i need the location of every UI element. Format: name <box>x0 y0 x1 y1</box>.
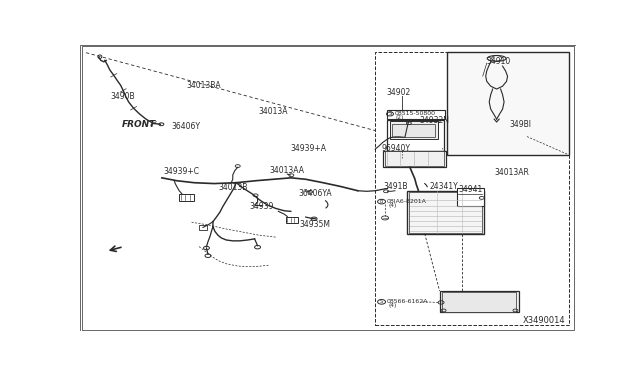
Text: 3490B: 3490B <box>111 92 136 101</box>
Text: 34932N: 34932N <box>420 116 450 125</box>
Text: 96940Y: 96940Y <box>381 144 410 153</box>
Text: 349BI: 349BI <box>509 120 531 129</box>
Text: 08IA6-8201A: 08IA6-8201A <box>387 199 426 204</box>
Text: 24341Y: 24341Y <box>429 182 458 191</box>
Bar <box>179 195 194 201</box>
Bar <box>457 188 484 206</box>
Bar <box>442 292 516 312</box>
Bar <box>199 225 207 230</box>
Bar <box>383 151 446 167</box>
Bar <box>390 121 438 139</box>
Text: (4): (4) <box>388 303 397 308</box>
Text: 34910: 34910 <box>486 57 511 66</box>
Ellipse shape <box>98 55 102 58</box>
Text: 34902: 34902 <box>387 88 411 97</box>
Bar <box>387 110 445 119</box>
Text: 34939+A: 34939+A <box>291 144 327 153</box>
Bar <box>392 124 435 137</box>
Text: FRONT: FRONT <box>122 120 156 129</box>
Text: 36406Y: 36406Y <box>172 122 201 131</box>
Text: 34939+C: 34939+C <box>163 167 199 176</box>
Bar <box>286 217 298 223</box>
Text: S: S <box>388 112 392 116</box>
Ellipse shape <box>487 55 506 61</box>
Text: 34941: 34941 <box>458 185 482 194</box>
Bar <box>440 291 519 312</box>
Text: 34013B: 34013B <box>219 183 248 192</box>
Text: 34935M: 34935M <box>300 220 331 229</box>
Text: (4): (4) <box>388 202 397 208</box>
Text: 34013AA: 34013AA <box>269 166 305 174</box>
Text: 3491B: 3491B <box>383 182 408 191</box>
Bar <box>408 191 484 234</box>
Bar <box>387 120 444 151</box>
Bar <box>385 151 444 166</box>
Bar <box>447 52 568 155</box>
Text: 34013A: 34013A <box>259 107 288 116</box>
Text: 34013BA: 34013BA <box>187 81 221 90</box>
Text: (2): (2) <box>396 115 404 120</box>
Text: S: S <box>380 299 383 304</box>
Bar <box>375 52 568 326</box>
Text: 36406YA: 36406YA <box>298 189 332 198</box>
Text: X3490014: X3490014 <box>522 316 565 325</box>
Text: 08515-50800: 08515-50800 <box>395 111 436 116</box>
Text: 08566-6162A: 08566-6162A <box>387 299 428 304</box>
Text: B: B <box>380 199 383 204</box>
Bar <box>410 192 483 232</box>
Text: 34939: 34939 <box>250 202 274 211</box>
Text: 34013AR: 34013AR <box>494 168 529 177</box>
